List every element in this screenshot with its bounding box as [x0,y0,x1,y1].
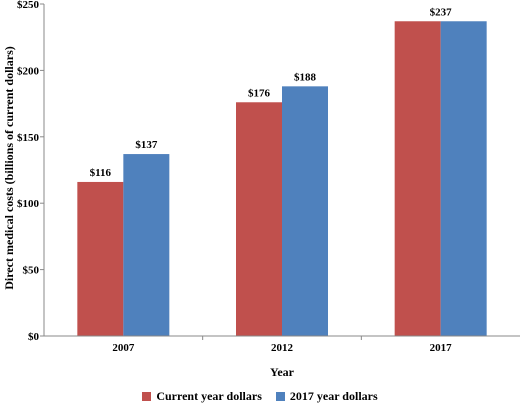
legend: Current year dollars 2017 year dollars [0,389,520,404]
x-tick-label: 2007 [112,342,135,354]
legend-item-2017: 2017 year dollars [275,389,378,404]
bar-2017-2007 [123,154,170,336]
y-tick-label: $250 [17,0,40,11]
y-axis-ticks: $0 $50 $100 $150 $200 $250 [17,0,44,343]
bar-2017-2012 [282,86,328,336]
y-tick-label: $200 [17,65,40,77]
x-axis-title: Year [270,365,295,379]
legend-item-current: Current year dollars [142,389,262,404]
legend-swatch-current [142,392,152,401]
bar-current-2017 [394,21,441,336]
data-label: $237 [430,6,453,18]
bar-current-2007 [77,181,124,336]
y-tick-label: $150 [17,132,40,144]
legend-label-2017: 2017 year dollars [289,389,378,403]
y-axis-title: Direct medical costs (billions of curren… [2,46,16,290]
x-axis-ticks: 2007 2012 2017 [112,336,452,354]
x-tick-label: 2017 [430,342,453,354]
x-tick-label: 2012 [271,342,294,354]
bars [77,21,487,336]
legend-swatch-2017 [275,392,285,401]
legend-label-current: Current year dollars [156,389,262,403]
bar-current-2012 [236,102,282,336]
data-label: $188 [294,71,317,83]
y-tick-label: $50 [23,265,40,277]
data-label: $116 [90,167,112,179]
bar-2017-2017 [440,21,487,336]
data-label: $176 [248,87,271,99]
data-labels: $116 $176 $237 $137 $188 [90,6,453,179]
y-tick-label: $0 [28,331,40,343]
y-tick-label: $100 [17,198,40,210]
data-label: $137 [135,139,158,151]
